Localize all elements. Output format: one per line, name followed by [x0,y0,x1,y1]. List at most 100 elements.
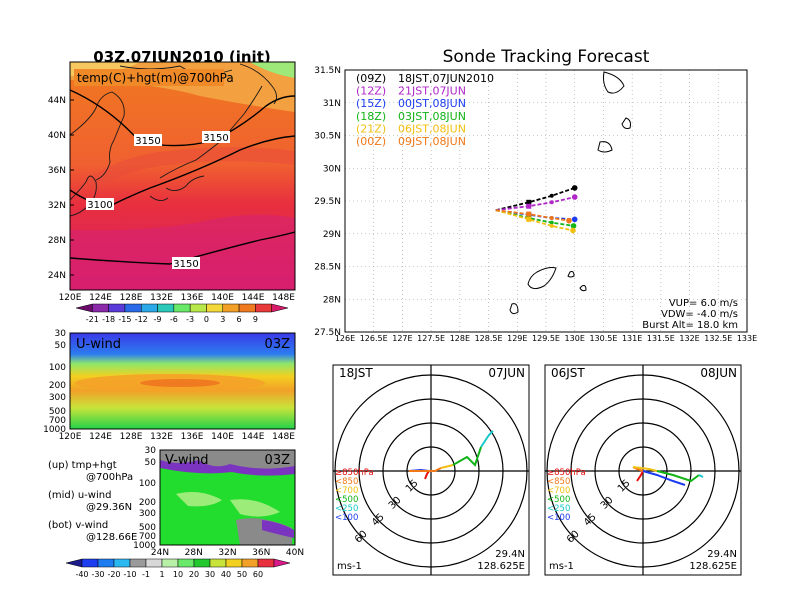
tracking-map [344,69,748,333]
sonde-trajectories [495,185,578,234]
temperature-map [70,62,295,290]
u-lon-tick: 128E [120,432,143,442]
map-lon-tick: 124E [89,293,112,303]
colorbar-swatch [173,303,191,313]
trajectory-point [570,223,577,229]
colorbar-swatch [124,303,142,313]
v-pressure-tick: 30 [145,446,157,456]
colorbar-label: -21 [86,315,99,324]
u-pressure-tick: 100 [49,363,66,373]
panel-note-sub: @29.36N [86,502,132,513]
colorbar-label: -9 [154,315,162,324]
layer-label: <100 [547,513,570,523]
hodograph-trace [636,470,644,482]
layer-label: ≥850hPa [547,468,586,478]
v-pressure-tick: 200 [139,498,156,508]
trajectory-point [526,211,532,217]
map-label-box [74,69,224,86]
tracking-lat-axis: 31.5N 31N 30.5N 30N 29.5N 29N 28.5N 28N 27.5N [314,66,341,338]
map-lon-tick: 136E [181,293,204,303]
tracking-lat-tick: 28N [323,295,341,305]
colorbar-label: 9 [253,315,258,324]
hodograph-trace [698,474,704,478]
hodograph-trace [656,470,700,483]
tracking-lon-tick: 132.5E [704,334,732,343]
layer-label: <250 [547,504,570,514]
tracking-lon-axis: 126E 126.5E 127E 127.5E 128E 128.5E 129E 129.5E… [335,334,757,343]
hodograph-date: 07JUN [488,366,525,380]
v-pressure-tick: 1000 [133,541,156,551]
u-pressure-tick: 200 [49,381,66,391]
sonde-parameter: VUP= 6.0 m/s [669,298,738,309]
legend-text: 00JST,08JUN [398,97,466,110]
legend-code: (09Z) [356,72,386,85]
layer-label: <700 [335,486,358,496]
wind-colorbar-label: 30 [205,570,215,579]
trajectory-point [549,200,554,205]
hodograph-lon: 128.625E [689,561,737,572]
tracking-lon-tick: 130E [565,334,585,343]
legend-text: 21JST,07JUN [398,85,466,98]
tracking-lat-tick: 30.5N [314,132,341,142]
wind-colorbar-swatch [81,558,99,568]
panel-note-sub: @128.66E [86,532,137,543]
trajectory-line [495,209,574,227]
tracking-lon-tick: 133E [737,334,757,343]
wind-colorbar-label: -30 [91,570,104,579]
map-label: temp(C)+hgt(m)@700hPa [77,71,234,85]
colorbar-swatch [157,303,175,313]
u-pressure-tick: 700 [49,416,66,426]
hodograph-trace [642,470,686,486]
v-lat-tick: 24N [151,548,169,558]
u-wind-lon-axis: 120E 124E 128E 132E 136E 140E 144E 148E [59,432,296,442]
trajectory-point [570,227,576,234]
layer-label: <100 [335,513,358,523]
colorbar-swatch [222,303,240,313]
v-pressure-tick: 100 [139,479,156,489]
wind-colorbar-label: 1 [159,570,164,579]
colorbar-label: -18 [102,315,115,324]
v-pressure-tick: 700 [139,532,156,542]
legend-code: (12Z) [356,85,386,98]
legend-text: 03JST,08JUN [398,110,466,123]
wind-colorbar-swatch [241,558,259,568]
temperature-colorbar: -21 -18 -15 -12 -9 -6 -3 0 3 6 9 [75,303,289,324]
legend-code: (00Z) [356,135,386,148]
islands [509,71,631,315]
v-lat-tick: 36N [252,548,270,558]
tracking-legend: (09Z) 18JST,07JUN2010 (12Z) 21JST,07JUN (15Z… [356,72,494,148]
trajectory-point [526,199,532,205]
trajectory-line [495,196,575,212]
trajectory-point [571,216,578,223]
wind-colorbar-swatch [209,558,227,568]
map-lat-tick: 44N [48,96,66,106]
colorbar-label: -6 [170,315,178,324]
v-wind-time: 03Z [265,453,291,468]
colorbar-swatch [108,303,126,313]
u-wind-section [69,332,296,430]
tracking-title: Sonde Tracking Forecast [443,47,650,67]
wind-colorbar-label: -20 [107,570,120,579]
map-lat-tick: 32N [48,201,66,211]
contour-label-box [202,131,230,143]
tracking-lat-tick: 29N [323,230,341,240]
hodograph-unit: ms-1 [549,561,574,572]
hodograph-trace [440,464,454,469]
hodograph-trace [480,430,494,448]
trajectory-point [549,220,554,225]
tracking-lon-tick: 128.5E [475,334,503,343]
map-lon-tick: 144E [242,293,265,303]
colorbar-label: 3 [220,315,225,324]
layer-label: <250 [335,504,358,514]
contour-label: 3150 [173,259,198,270]
colorbar-label: -12 [135,315,148,324]
panel-note: (bot) v-wind [48,520,108,531]
tracking-lon-tick: 130.5E [589,334,617,343]
tracking-lon-tick: 132E [679,334,699,343]
colorbar-label: -3 [186,315,194,324]
hodograph-date: 08JUN [700,366,737,380]
u-lon-tick: 136E [181,432,204,442]
trajectory-point [549,193,554,198]
sonde-parameter: Burst Alt= 18.0 km [642,320,738,331]
